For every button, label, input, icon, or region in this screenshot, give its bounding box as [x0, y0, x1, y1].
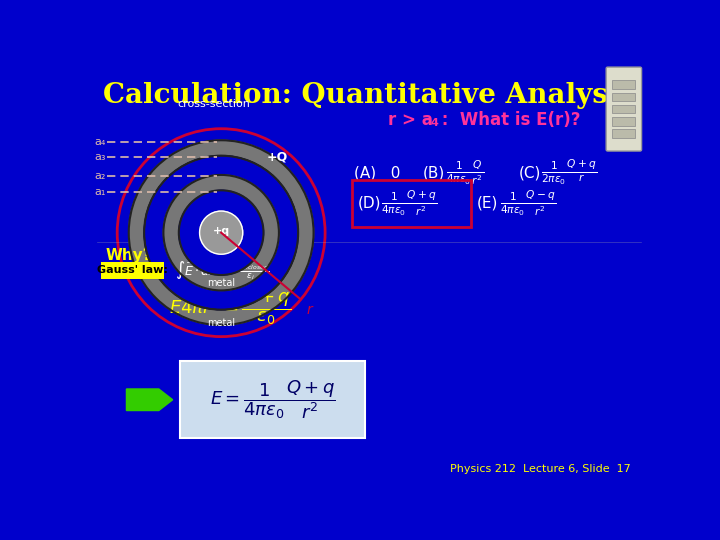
Text: :  What is E(r)?: : What is E(r)?: [436, 111, 580, 129]
Text: (B): (B): [423, 165, 445, 180]
Text: a₃: a₃: [94, 152, 106, 162]
Text: a₄: a₄: [94, 137, 106, 147]
Text: a₂: a₂: [94, 172, 106, 181]
Text: (D): (D): [357, 196, 381, 211]
Circle shape: [163, 175, 279, 291]
FancyArrow shape: [127, 389, 173, 410]
Circle shape: [129, 140, 314, 325]
Text: a₁: a₁: [94, 187, 106, 197]
Text: (E): (E): [477, 196, 498, 211]
Text: r: r: [307, 303, 312, 318]
Text: $E = \dfrac{1}{4\pi\varepsilon_0}\dfrac{Q+q}{r^2}$: $E = \dfrac{1}{4\pi\varepsilon_0}\dfrac{…: [210, 379, 336, 421]
Circle shape: [144, 156, 298, 309]
Text: Why?: Why?: [106, 248, 153, 264]
Circle shape: [179, 190, 264, 275]
Text: r > a: r > a: [388, 111, 433, 129]
Text: Gauss' law:: Gauss' law:: [97, 265, 168, 275]
Circle shape: [199, 211, 243, 254]
Text: Calculation: Quantitative Analysis: Calculation: Quantitative Analysis: [104, 82, 634, 109]
Text: +q: +q: [212, 226, 230, 236]
Text: metal: metal: [207, 278, 235, 288]
Text: 4: 4: [431, 118, 438, 129]
Bar: [612, 105, 636, 113]
Text: (A)   0: (A) 0: [354, 165, 400, 180]
Text: $\frac{1}{2\pi\varepsilon_0}\frac{Q+q}{r}$: $\frac{1}{2\pi\varepsilon_0}\frac{Q+q}{r…: [541, 158, 598, 187]
Bar: [180, 361, 365, 438]
Bar: [101, 262, 164, 279]
Text: +Q: +Q: [266, 151, 288, 164]
Text: $\int \vec{E}\cdot d\vec{A} = \frac{Q_{enclosed}}{\varepsilon_i}$: $\int \vec{E}\cdot d\vec{A} = \frac{Q_{e…: [175, 259, 269, 282]
FancyBboxPatch shape: [606, 67, 642, 151]
Text: (C): (C): [519, 165, 541, 180]
Text: cross-section: cross-section: [177, 99, 250, 109]
Bar: [612, 117, 636, 126]
Circle shape: [145, 157, 297, 309]
Bar: [352, 180, 472, 226]
Bar: [612, 80, 636, 89]
Text: Physics 212  Lecture 6, Slide  17: Physics 212 Lecture 6, Slide 17: [450, 464, 631, 475]
Bar: [612, 92, 636, 101]
Text: $\frac{1}{4\pi\varepsilon_0}\frac{Q-q}{r^2}$: $\frac{1}{4\pi\varepsilon_0}\frac{Q-q}{r…: [500, 188, 556, 218]
Text: metal: metal: [207, 318, 235, 328]
Text: $\frac{1}{4\pi\varepsilon_0}\frac{Q+q}{r^2}$: $\frac{1}{4\pi\varepsilon_0}\frac{Q+q}{r…: [381, 188, 437, 218]
Bar: [612, 130, 636, 138]
Text: $E4\pi r^2 = \dfrac{Q+q}{\varepsilon_0}$: $E4\pi r^2 = \dfrac{Q+q}{\varepsilon_0}$: [168, 287, 291, 327]
Text: $\frac{1}{4\pi\varepsilon_0}\frac{Q}{r^2}$: $\frac{1}{4\pi\varepsilon_0}\frac{Q}{r^2…: [446, 158, 484, 187]
